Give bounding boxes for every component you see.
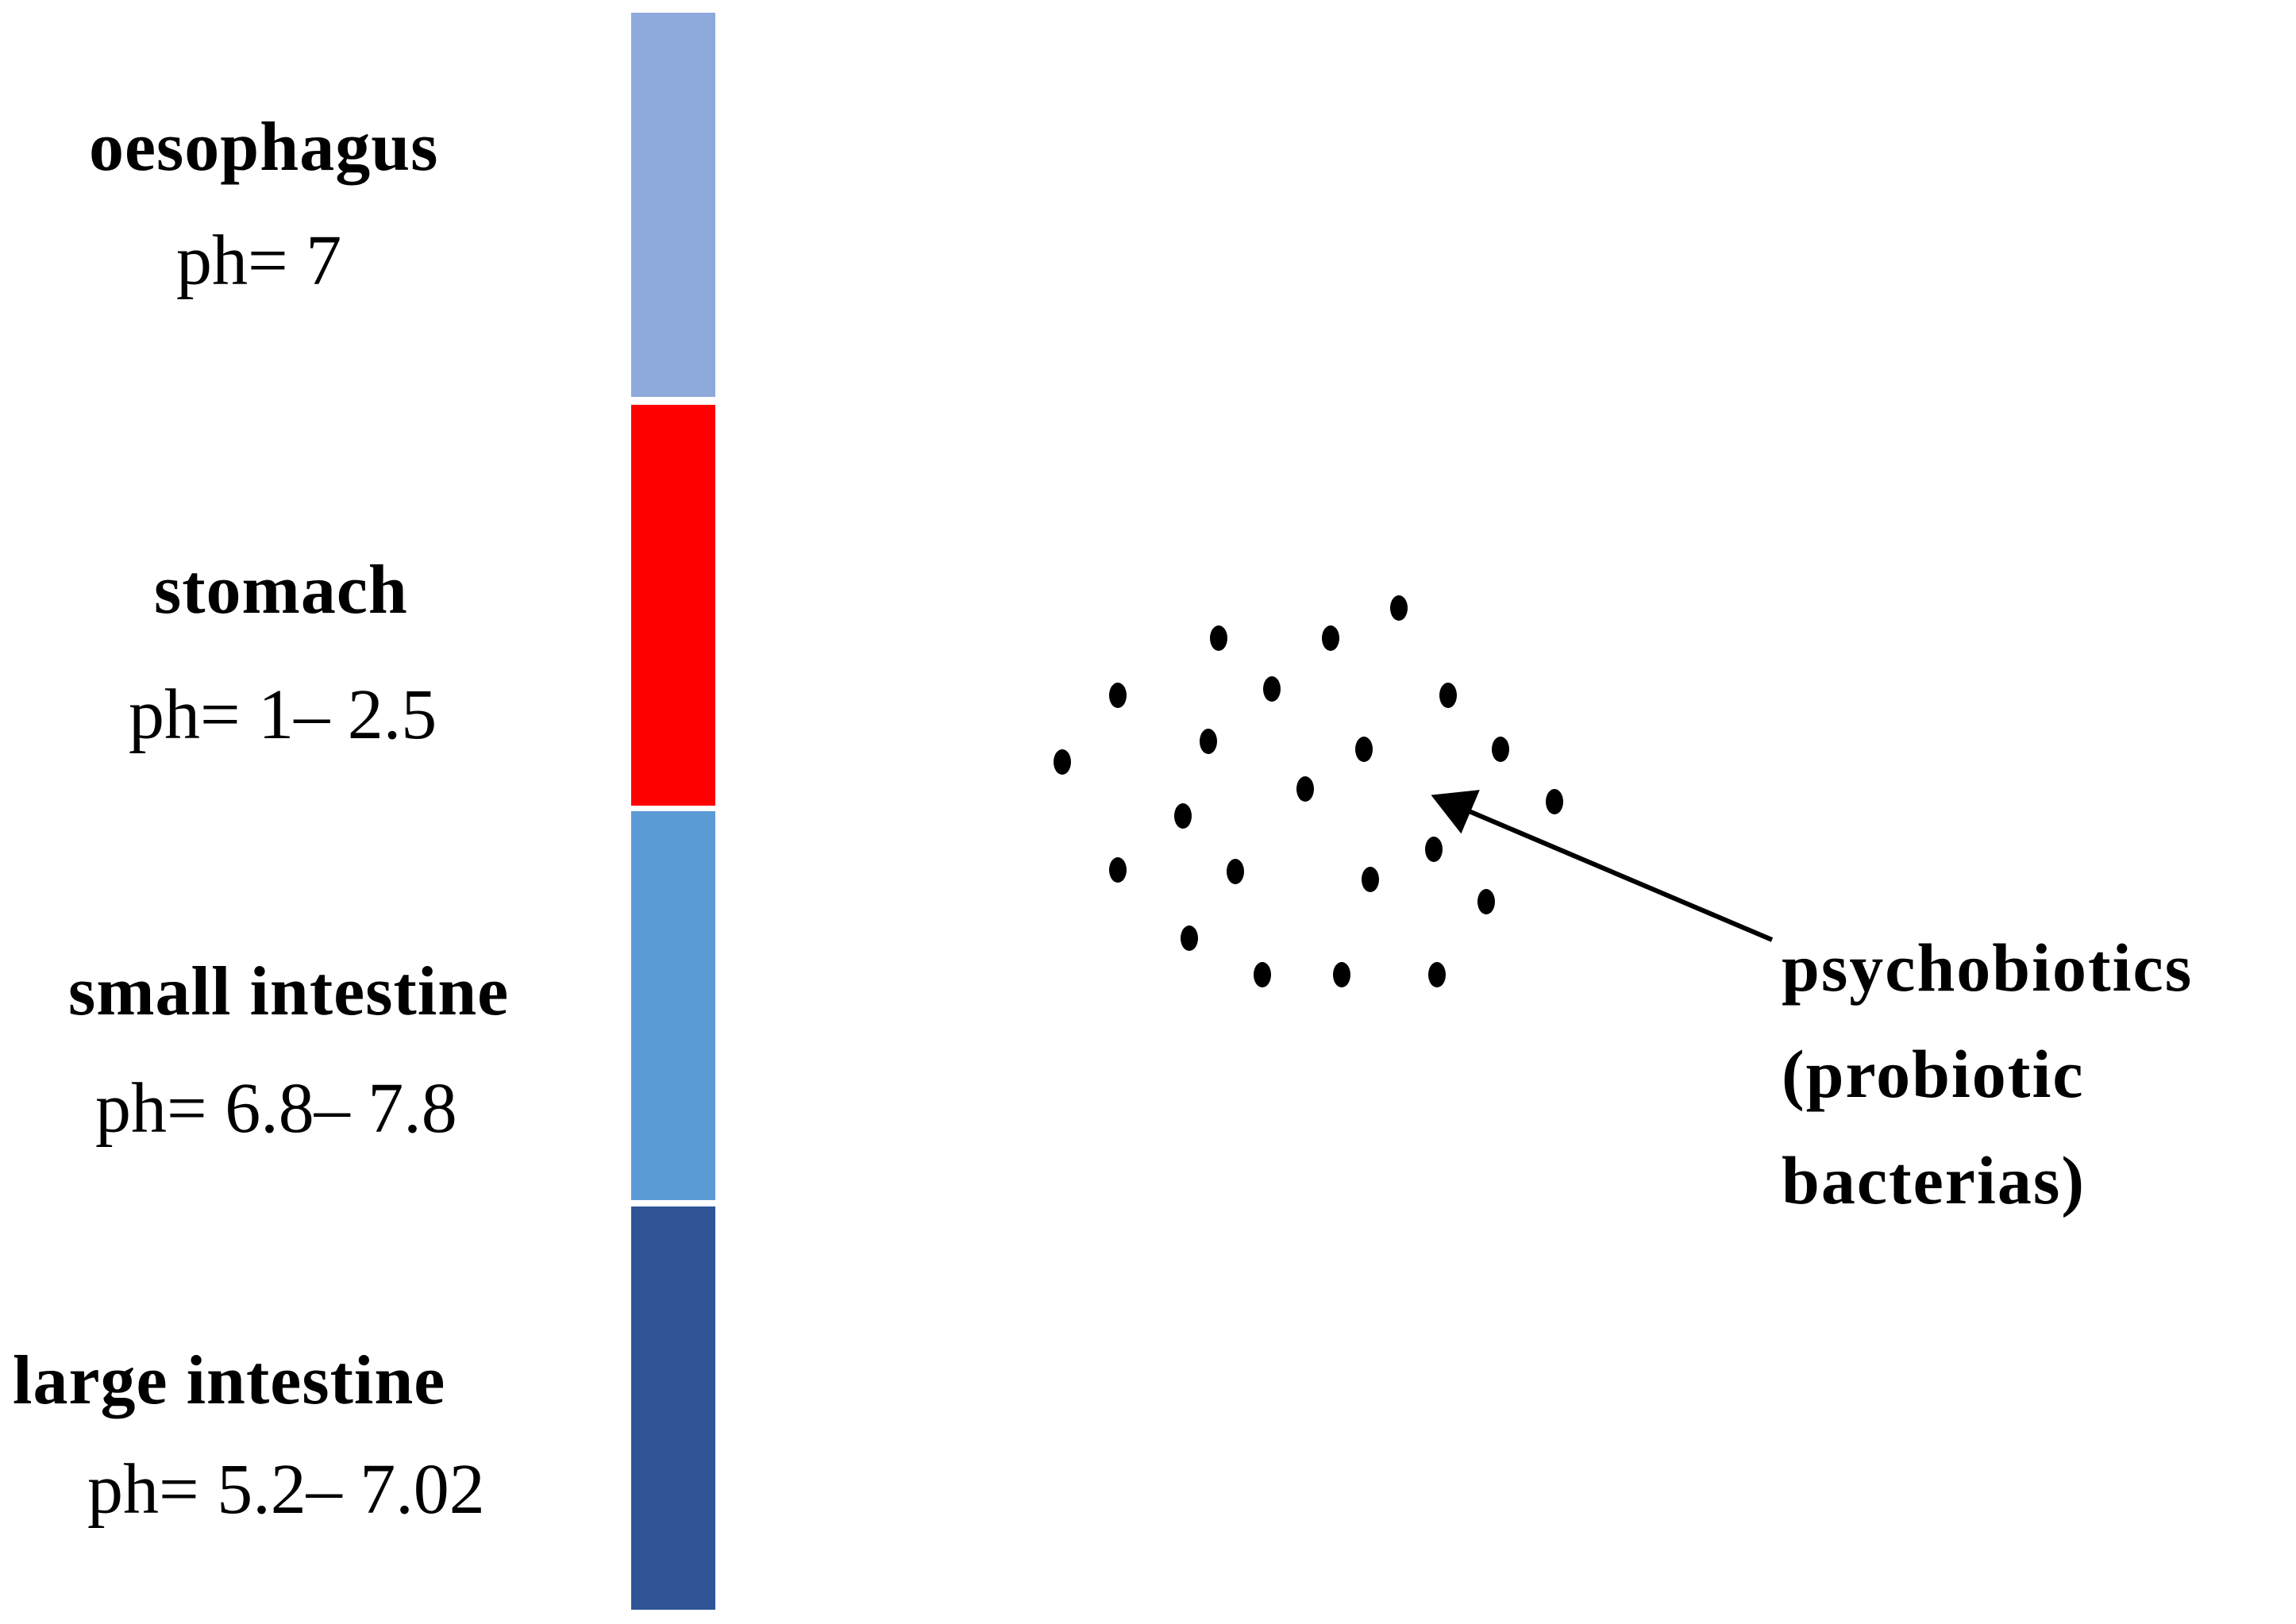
- bacteria-dot: [1439, 683, 1457, 708]
- psychobiotics-line-2: (probiotic: [1782, 1036, 2085, 1112]
- psychobiotics-line-1: psychobiotics: [1782, 929, 2194, 1006]
- large-intestine-label: large intestine: [13, 1342, 446, 1419]
- psychobiotics-line-3: bacterias): [1782, 1142, 2086, 1218]
- stomach-label: stomach: [154, 552, 408, 629]
- oesophagus-label: oesophagus: [89, 109, 439, 186]
- bacteria-dot: [1425, 837, 1443, 862]
- small-intestine-segment: [631, 811, 715, 1200]
- bacteria-dot: [1355, 737, 1373, 762]
- bacteria-dot: [1477, 889, 1495, 914]
- bacteria-dot: [1296, 776, 1314, 802]
- bacteria-dot: [1428, 962, 1446, 987]
- bacteria-dots: [1054, 595, 1563, 987]
- bacteria-dot: [1109, 857, 1127, 883]
- large-intestine-ph: ph= 5.2– 7.02: [87, 1450, 485, 1529]
- pointer-arrow: [1431, 790, 1774, 942]
- large-intestine-segment: [631, 1206, 715, 1610]
- bacteria-dot: [1174, 803, 1192, 829]
- small-intestine-ph: ph= 6.8– 7.8: [95, 1069, 457, 1148]
- bacteria-dot: [1210, 625, 1227, 651]
- stomach-ph: ph= 1– 2.5: [129, 675, 437, 754]
- bacteria-dot: [1362, 867, 1379, 892]
- small-intestine-label: small intestine: [68, 953, 510, 1030]
- bacteria-dot: [1333, 962, 1350, 987]
- bacteria-dot: [1322, 625, 1339, 651]
- bacteria-dot: [1181, 926, 1198, 951]
- bacteria-dot: [1054, 749, 1071, 775]
- stomach-segment: [631, 405, 715, 806]
- oesophagus-segment: [631, 13, 715, 397]
- bacteria-dot: [1254, 962, 1271, 987]
- oesophagus-ph: ph= 7: [176, 221, 342, 300]
- bacteria-dot: [1492, 737, 1509, 762]
- bacteria-dot: [1263, 676, 1281, 702]
- bacteria-dot: [1200, 729, 1217, 754]
- bacteria-dot: [1227, 859, 1244, 884]
- psychobiotics-label: psychobiotics (probiotic bacterias): [1782, 914, 2193, 1233]
- bacteria-dot: [1546, 789, 1563, 814]
- bacteria-dot: [1390, 595, 1408, 621]
- bacteria-dot: [1109, 683, 1127, 708]
